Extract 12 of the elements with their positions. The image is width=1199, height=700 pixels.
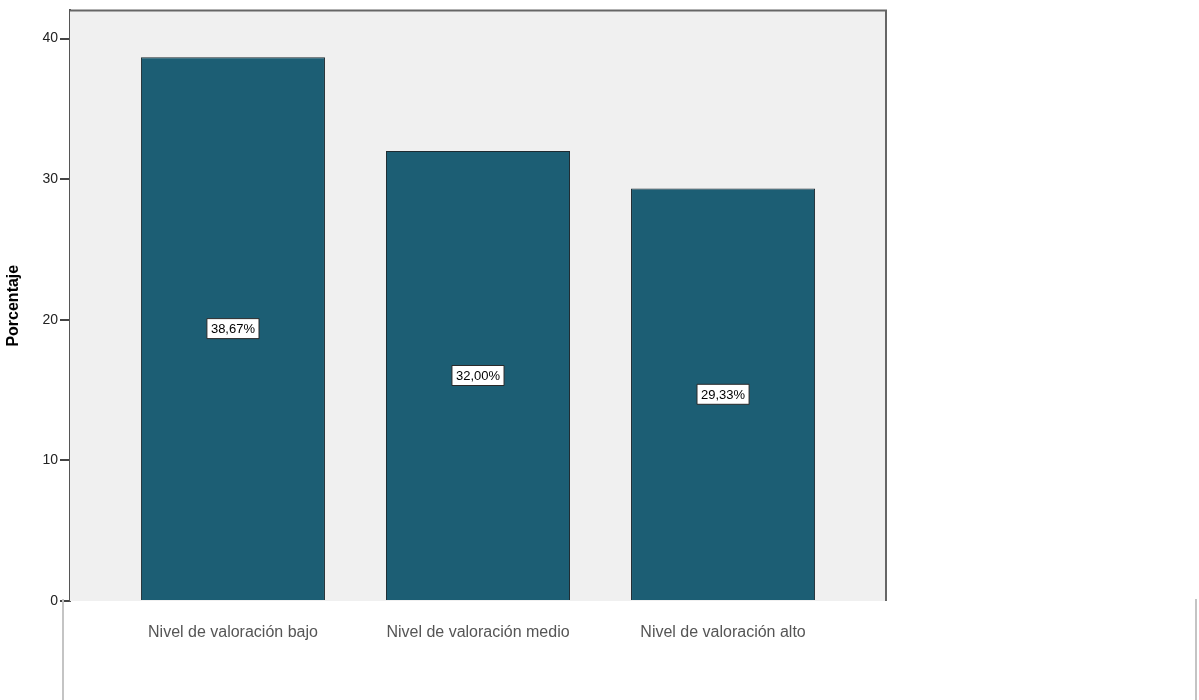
x-tick-label: Nivel de valoración alto [640, 623, 806, 641]
x-tick-label: Nivel de valoración medio [386, 623, 570, 641]
y-tick-label: 30 [42, 170, 59, 186]
y-tick-label: 40 [42, 29, 59, 46]
x-tick-label: Nivel de valoración bajo [148, 623, 318, 641]
y-tick-label: 10 [42, 451, 59, 468]
y-axis-title: Porcentaje [4, 264, 22, 347]
y-tick-label: 20 [42, 310, 59, 327]
y-tick-label: 0 [50, 591, 59, 608]
data-label: 29,33% [701, 386, 746, 402]
data-label: 32,00% [455, 368, 501, 384]
data-label: 38,67% [210, 321, 256, 337]
